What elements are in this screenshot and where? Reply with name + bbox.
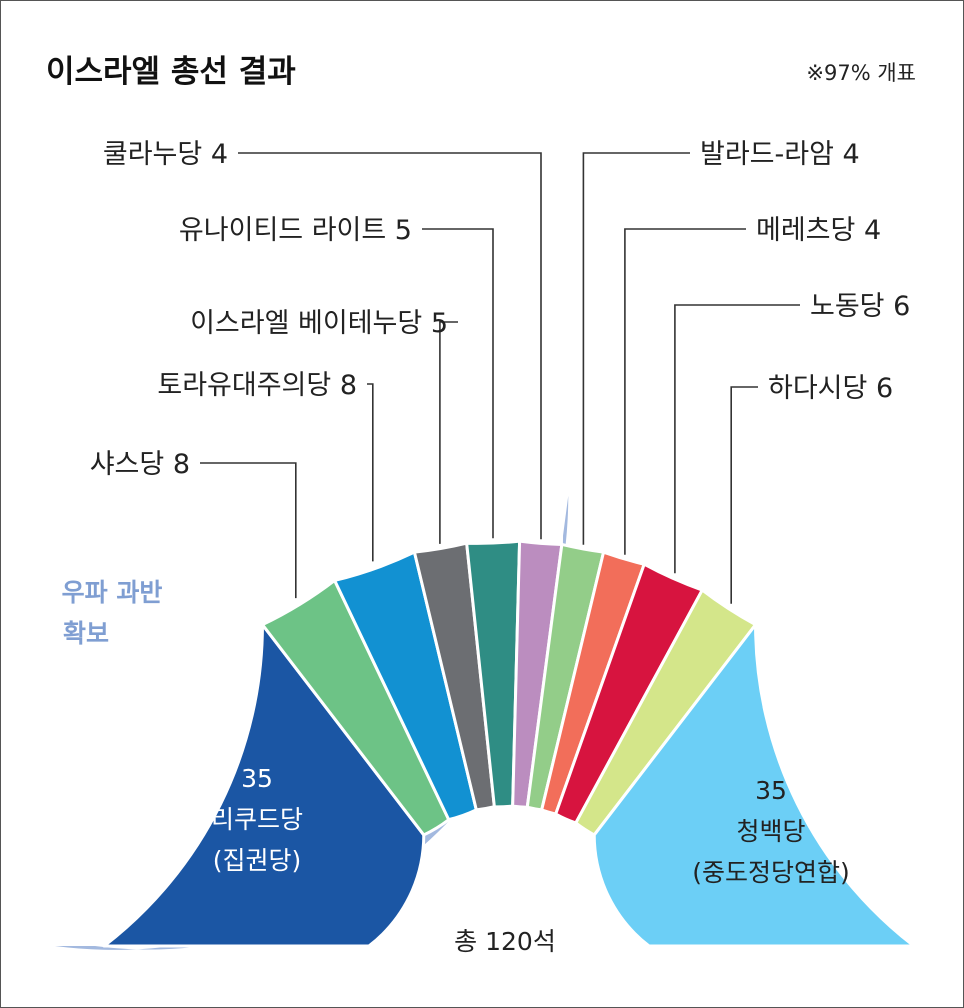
bloc-label-line2: 확보 — [63, 619, 109, 648]
leader-line-2 — [367, 383, 374, 562]
party-label-8: 노동당 6 — [810, 291, 910, 322]
slice-11 — [592, 623, 916, 948]
vote-count-note: ※97% 개표 — [806, 61, 916, 85]
leader-line-4 — [422, 228, 494, 539]
leader-line-6 — [582, 152, 690, 545]
leader-line-1 — [200, 462, 297, 599]
leader-line-5 — [238, 152, 542, 540]
party-label-3: 이스라엘 베이테누당 5 — [190, 308, 448, 339]
leader-line-3 — [439, 321, 458, 544]
leader-line-9 — [730, 386, 758, 604]
party-label-6: 발라드-라암 4 — [700, 139, 860, 170]
party-label-4: 유나이티드 라이트 5 — [179, 215, 412, 246]
bloc-label-line1: 우파 과반 — [62, 578, 163, 607]
chart-title: 이스라엘 총선 결과 — [46, 54, 296, 90]
slice-1 — [102, 623, 426, 948]
party-label-7: 메레츠당 4 — [756, 215, 881, 246]
party-label-9: 하다시당 6 — [768, 373, 893, 404]
party-label-5: 쿨라누당 4 — [103, 139, 228, 170]
inner-label-10-0: 35 — [755, 776, 787, 805]
inner-label-10-1: 청백당 — [736, 817, 805, 846]
total-seats-label: 총 120석 — [454, 927, 556, 956]
inner-label-10-2: (중도정당연합) — [692, 858, 850, 887]
leader-line-7 — [624, 228, 746, 555]
inner-label-0-2: (집권당) — [213, 846, 302, 875]
party-label-2: 토라유대주의당 8 — [157, 370, 357, 401]
inner-label-0-1: 리쿠드당 — [211, 805, 303, 834]
inner-label-0-0: 35 — [241, 764, 273, 793]
party-label-1: 샤스당 8 — [90, 449, 190, 480]
leader-line-8 — [674, 304, 800, 574]
